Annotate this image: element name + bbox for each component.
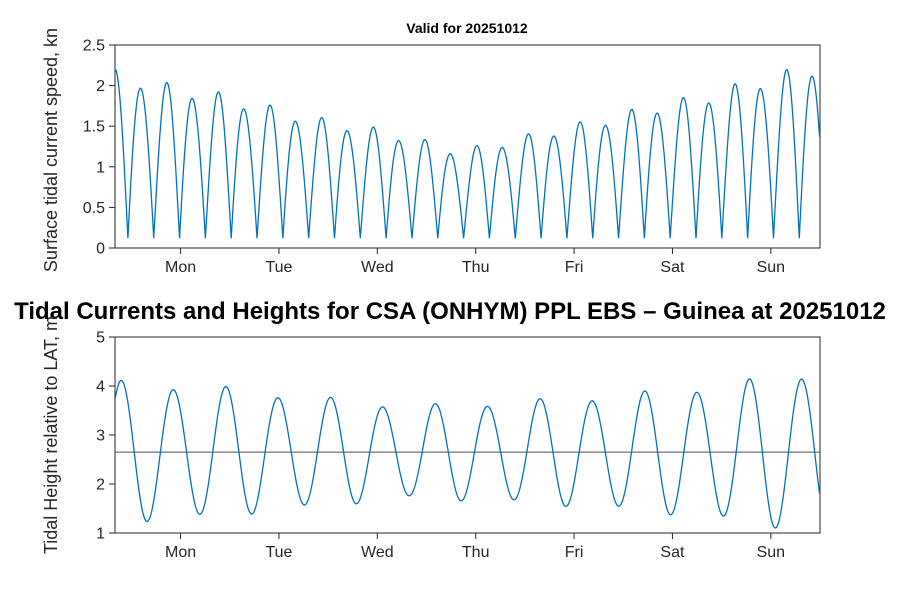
y-tick-label: 0.5 xyxy=(83,200,105,217)
x-tick-label-day: Fri xyxy=(565,544,584,561)
y-tick-label: 1 xyxy=(96,526,105,543)
x-tick-label-day: Sun xyxy=(757,259,785,276)
x-tick-label-day: Mon xyxy=(165,259,196,276)
axes-box xyxy=(114,336,821,534)
current-speed-y-axis-label: Surface tidal current speed, kn xyxy=(41,28,61,272)
series-line xyxy=(115,378,820,529)
x-tick-label-day: Wed xyxy=(361,544,394,561)
y-tick-label: 3 xyxy=(96,428,105,445)
tidal-height-chart: 1 2 3 4 5 Mon Tue Wed Thu Fri Sat Sun xyxy=(96,330,821,561)
x-tick-label-day: Tue xyxy=(265,259,292,276)
y-tick-label: 4 xyxy=(96,379,105,396)
current-speed-chart: 0 0.5 1 1.5 2 2.5 Mon Tue Wed Thu Fri Sat Sun xyxy=(83,38,821,276)
y-tick-label: 1 xyxy=(96,159,105,176)
series-line xyxy=(115,68,820,239)
figure-suptitle: Tidal Currents and Heights for CSA (ONHY… xyxy=(14,298,886,325)
x-tick-label-day: Fri xyxy=(565,259,584,276)
x-tick-label-day: Sat xyxy=(660,259,685,276)
y-tick-label: 2 xyxy=(96,477,105,494)
y-tick-label: 2.5 xyxy=(83,38,105,55)
x-tick-label-day: Thu xyxy=(462,259,490,276)
tidal-height-y-axis-label: Tidal Height relative to LAT, m xyxy=(41,316,61,554)
y-tick-label: 0 xyxy=(96,241,105,258)
x-tick-label-day: Mon xyxy=(165,544,196,561)
axes-box xyxy=(114,44,821,249)
y-tick-label: 5 xyxy=(96,330,105,347)
y-tick-label: 1.5 xyxy=(83,119,105,136)
x-tick-label-day: Tue xyxy=(265,544,292,561)
x-tick-label-day: Sat xyxy=(660,544,685,561)
y-tick-label: 2 xyxy=(96,78,105,95)
x-tick-label-day: Wed xyxy=(361,259,394,276)
chart-title: Valid for 20251012 xyxy=(406,20,528,36)
x-tick-label-day: Sun xyxy=(757,544,785,561)
x-tick-label-day: Thu xyxy=(462,544,490,561)
